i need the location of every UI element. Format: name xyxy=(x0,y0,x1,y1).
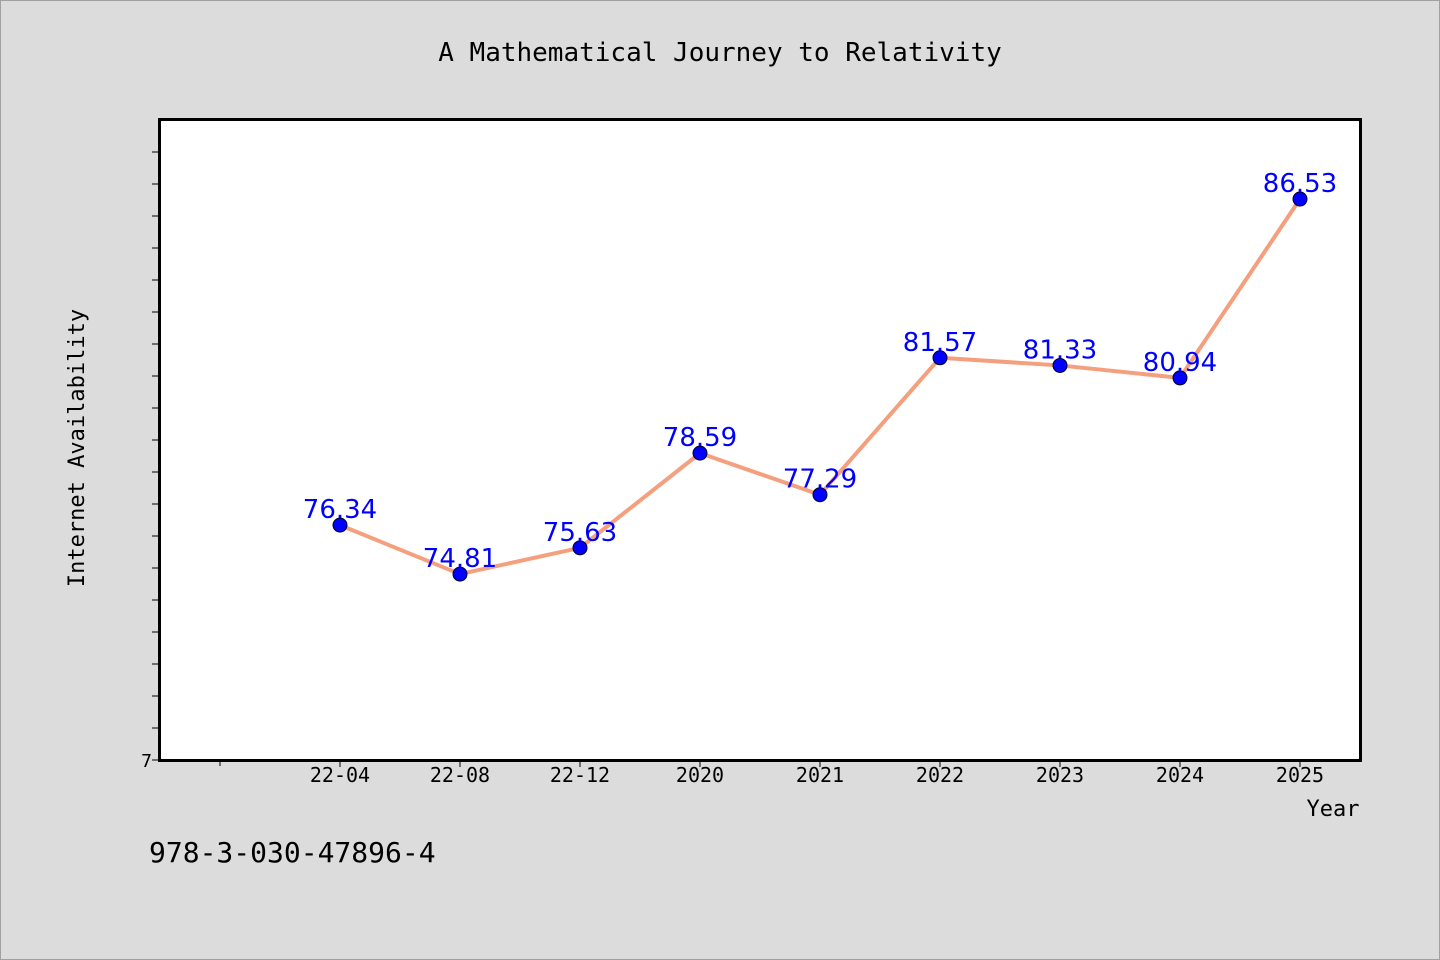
series-internet-availability: 76.34 74.81 75.63 78.59 77.29 81.57 81.33 80.94… xyxy=(303,169,1337,582)
x-tick-label: 2022 xyxy=(916,763,964,787)
y-tick-label: 7 xyxy=(141,751,152,772)
data-label: 80.94 xyxy=(1143,348,1217,378)
data-label: 78.59 xyxy=(663,423,737,453)
data-label: 74.81 xyxy=(423,544,497,574)
data-point xyxy=(1292,191,1308,207)
data-label: 81.57 xyxy=(903,328,977,358)
data-point xyxy=(572,540,588,556)
data-label: 76.34 xyxy=(303,495,377,525)
y-axis-ticks: 7 xyxy=(141,151,160,772)
y-axis-label: Internet Availability xyxy=(65,309,90,587)
isbn-footer: 978-3-030-47896-4 xyxy=(149,836,436,869)
chart-title: A Mathematical Journey to Relativity xyxy=(438,38,1002,68)
data-label: 75.63 xyxy=(543,518,617,548)
x-tick-label: 22-04 xyxy=(310,763,370,787)
data-label: 86.53 xyxy=(1263,169,1337,199)
data-point xyxy=(452,566,468,582)
x-tick-label: 2025 xyxy=(1276,763,1324,787)
data-point xyxy=(1172,370,1188,386)
data-point xyxy=(332,517,348,533)
data-point xyxy=(692,445,708,461)
x-tick-label: 22-08 xyxy=(430,763,490,787)
x-tick-label: 22-12 xyxy=(550,763,610,787)
data-point xyxy=(1052,357,1068,373)
data-point xyxy=(932,350,948,366)
data-point xyxy=(812,487,828,503)
data-label: 77.29 xyxy=(783,465,857,495)
data-label: 81.33 xyxy=(1023,335,1097,365)
x-tick-label: 2023 xyxy=(1036,763,1084,787)
x-axis-ticks: 22-04 22-08 22-12 2020 2021 2022 2023 2024 2025 xyxy=(219,760,1324,787)
x-axis-label: Year xyxy=(1307,797,1360,822)
plot-area xyxy=(158,118,1362,762)
x-tick-label: 2020 xyxy=(676,763,724,787)
x-tick-label: 2024 xyxy=(1156,763,1204,787)
x-tick-label: 2021 xyxy=(796,763,844,787)
